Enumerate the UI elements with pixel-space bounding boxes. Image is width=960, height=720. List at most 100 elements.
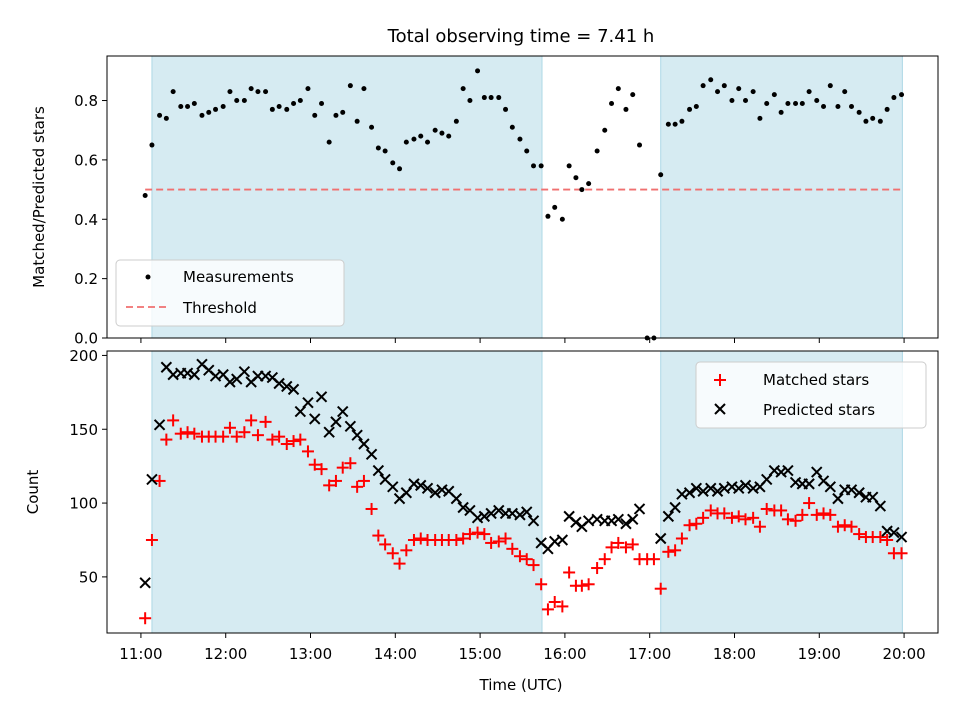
measurement-point <box>432 127 438 133</box>
top-panel: 0.00.20.40.60.8 Matched/Predicted stars … <box>30 55 939 348</box>
measurement-point <box>213 106 219 112</box>
matched-star-marker <box>400 544 413 557</box>
predicted-star-marker <box>782 464 794 477</box>
predicted-star-marker <box>238 365 251 378</box>
observing-window <box>151 350 543 634</box>
x-tick-label: 18:00 <box>713 645 756 663</box>
measurement-point <box>481 95 487 101</box>
top-y-tick-label: 0.4 <box>74 211 98 229</box>
matched-star-marker <box>647 553 660 566</box>
matched-star-marker <box>294 433 307 446</box>
matched-star-marker <box>535 578 548 591</box>
predicted-star-marker <box>705 482 717 495</box>
measurement-point <box>446 133 452 139</box>
bottom-legend: Matched stars Predicted stars <box>695 361 927 429</box>
measurement-point <box>566 163 572 169</box>
measurement-point <box>771 92 777 98</box>
measurement-point <box>708 77 714 83</box>
predicted-star-marker <box>273 377 285 390</box>
matched-star-marker <box>845 520 858 533</box>
predicted-star-marker <box>450 492 463 505</box>
predicted-star-marker <box>895 531 908 543</box>
measurement-point <box>835 103 841 109</box>
matched-star-marker <box>781 513 794 526</box>
matched-star-marker <box>662 545 675 558</box>
matched-star-marker <box>407 533 420 546</box>
measurement-point <box>142 193 148 199</box>
measurement-point <box>297 98 303 104</box>
x-tick-label: 17:00 <box>628 645 671 663</box>
measurement-point <box>375 145 381 151</box>
measurement-point <box>291 100 297 106</box>
predicted-star-marker <box>662 510 675 523</box>
predicted-star-marker <box>421 482 434 495</box>
measurement-point <box>877 118 883 124</box>
measurement-point <box>206 109 212 115</box>
matched-star-marker <box>556 600 569 613</box>
observing-window <box>660 55 903 339</box>
measurement-point <box>899 92 905 98</box>
measurement-point <box>269 106 275 112</box>
matched-star-marker <box>725 511 738 524</box>
x-tick-label: 13:00 <box>289 645 332 663</box>
matched-star-marker <box>499 532 512 545</box>
measurement-point <box>870 115 876 121</box>
top-y-tick-label: 0.6 <box>74 151 98 169</box>
matched-star-marker <box>817 507 830 520</box>
matched-star-marker <box>379 538 392 551</box>
predicted-star-marker <box>387 481 399 493</box>
x-axis: 11:00 12:00 13:00 14:00 15:00 16:00 17:00 18:00… <box>119 633 926 663</box>
predicted-star-marker <box>853 487 865 499</box>
top-legend-box <box>115 259 345 327</box>
measurement-point <box>602 127 608 133</box>
matched-star-marker <box>315 463 328 476</box>
measurement-point <box>509 124 515 130</box>
predicted-star-marker <box>669 501 681 514</box>
matched-star-marker <box>323 479 336 492</box>
matched-star-marker <box>704 504 717 517</box>
matched-star-marker <box>393 557 406 570</box>
matched-star-marker <box>414 532 427 545</box>
predicted-star-marker <box>429 487 441 499</box>
measurement-point <box>234 98 240 104</box>
measurement-point <box>496 95 502 101</box>
measurement-point <box>637 142 643 148</box>
measurement-point <box>814 98 820 104</box>
measurement-point <box>319 100 325 106</box>
measurement-point <box>418 133 424 139</box>
bottom-axes-frame <box>106 350 939 634</box>
measurement-point <box>326 139 332 145</box>
measurement-point <box>594 148 600 154</box>
measurement-point <box>157 112 163 118</box>
matched-star-marker <box>683 519 696 532</box>
measurement-point <box>884 106 890 112</box>
predicted-star-marker <box>655 532 667 545</box>
predicted-star-marker <box>690 482 703 495</box>
matched-star-marker <box>188 427 201 440</box>
measurement-point <box>170 89 176 95</box>
matched-star-marker <box>238 426 251 439</box>
predicted-star-marker <box>832 492 844 505</box>
measurement-point <box>397 166 403 172</box>
matched-star-marker <box>563 566 576 579</box>
bottom-legend-box <box>695 361 927 429</box>
top-y-tick-label: 0.8 <box>74 92 98 110</box>
predicted-star-marker <box>521 506 533 518</box>
measurement-point <box>369 124 375 130</box>
predicted-star-marker <box>697 485 709 497</box>
measurement-point <box>736 86 742 92</box>
bottom-y-tick-label: 50 <box>79 568 98 586</box>
x-tick-label: 16:00 <box>543 645 586 663</box>
measurement-point <box>586 181 592 187</box>
matched-star-marker <box>760 502 773 515</box>
top-axes-frame <box>106 55 939 339</box>
measurement-point <box>178 103 184 109</box>
measurement-point <box>672 121 678 127</box>
matched-star-marker <box>217 430 230 443</box>
measurement-point <box>665 121 671 127</box>
measurement-point <box>354 118 360 124</box>
measurement-point <box>185 103 191 109</box>
matched-star-marker <box>251 429 264 442</box>
matched-star-marker <box>675 532 688 545</box>
